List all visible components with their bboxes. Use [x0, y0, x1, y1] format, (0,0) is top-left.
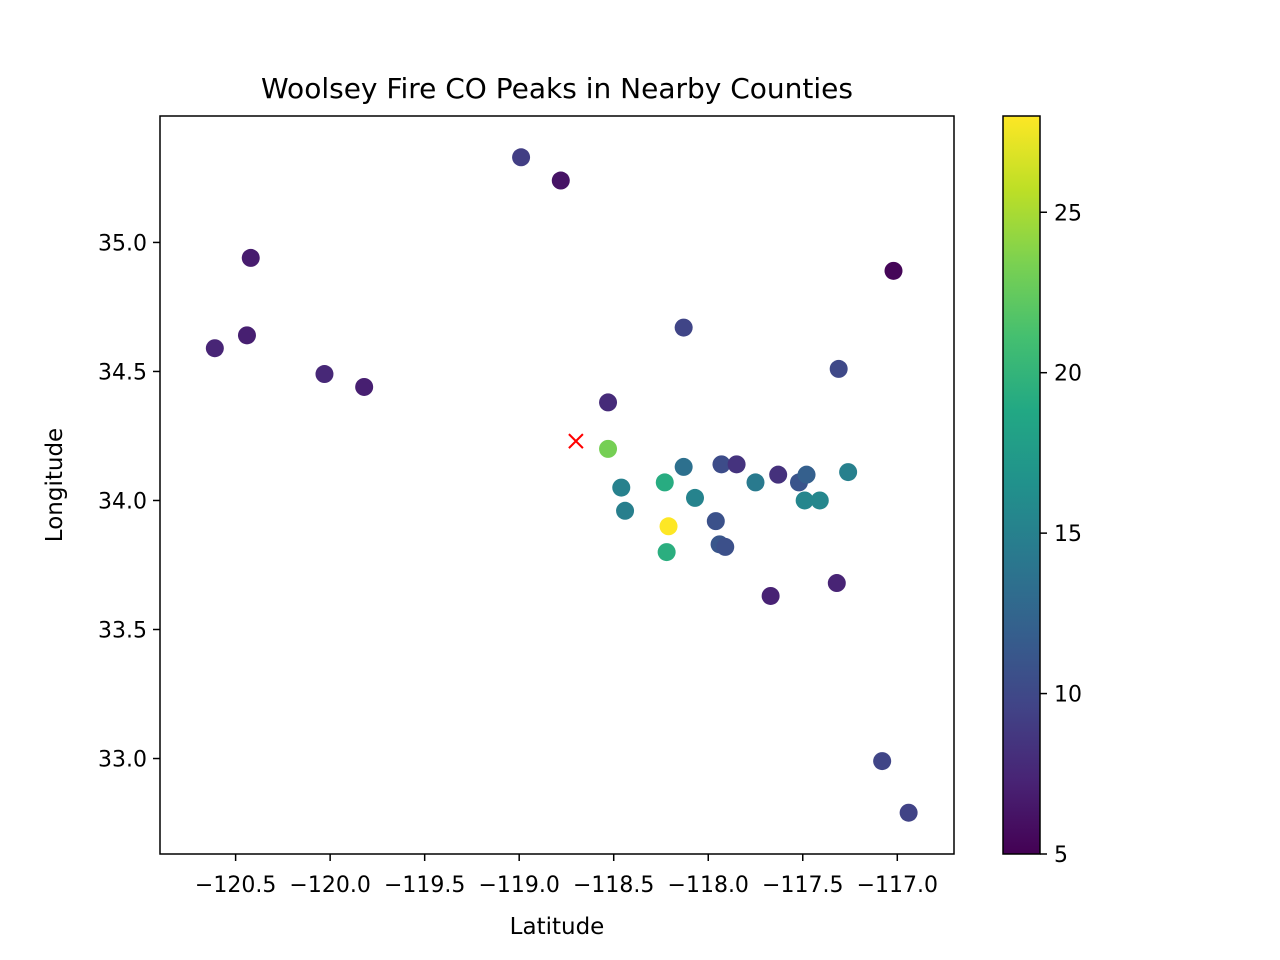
scatter-point-15: [712, 455, 731, 474]
x-tick-label: −120.0: [289, 873, 370, 898]
plot-area-frame: [159, 115, 955, 855]
scatter-point-7: [355, 377, 374, 396]
y-axis-label: Longitude: [42, 428, 68, 542]
scatter-point-16: [727, 455, 746, 474]
scatter-point-24: [795, 491, 814, 510]
colorbar-tick-label: 5: [1054, 843, 1068, 868]
scatter-point-1: [551, 171, 570, 190]
y-tick-label: 33.0: [98, 748, 147, 773]
colorbar-tick-label: 25: [1054, 201, 1082, 226]
chart-title: Woolsey Fire CO Peaks in Nearby Counties: [261, 72, 853, 105]
scatter-point-5: [237, 326, 256, 345]
x-tick-label: −118.5: [573, 873, 654, 898]
scatter-point-18: [746, 473, 765, 492]
scatter-point-22: [616, 501, 635, 520]
fire-origin-marker-stroke-b: [568, 433, 584, 449]
x-axis: −120.5 −120.0 −119.5 −119.0 −118.5 −118.0 −117…: [195, 854, 938, 898]
x-tick-label: −118.0: [668, 873, 749, 898]
scatter-point-20: [797, 465, 816, 484]
scatter-point-12: [612, 478, 631, 497]
scatter-point-32: [827, 574, 846, 593]
scatter-point-31: [761, 586, 780, 605]
x-tick-label: −117.5: [762, 873, 843, 898]
x-tick-label: −119.0: [478, 873, 559, 898]
scatter-point-8: [674, 318, 693, 337]
scatter-point-6: [315, 365, 334, 384]
scatter-point-30: [657, 543, 676, 562]
y-tick-label: 35.0: [98, 231, 147, 256]
colorbar-tick-label: 10: [1054, 683, 1082, 708]
x-tick-label: −119.5: [384, 873, 465, 898]
scatter-point-23: [686, 488, 705, 507]
scatter-point-2: [241, 248, 260, 267]
y-tick-label: 34.0: [98, 489, 147, 514]
scatter-point-26: [659, 517, 678, 536]
x-axis-label: Latitude: [510, 914, 605, 940]
scatter-point-29: [716, 537, 735, 556]
scatter-point-11: [599, 439, 618, 458]
scatter-point-9: [829, 359, 848, 378]
x-tick-label: −117.0: [857, 873, 938, 898]
colorbar-tick-label: 20: [1054, 362, 1082, 387]
points-layer: [205, 148, 918, 822]
fire-origin-marker: [568, 433, 584, 449]
scatter-point-14: [674, 457, 693, 476]
scatter-point-17: [769, 465, 788, 484]
marker-layer: [568, 433, 584, 449]
scatter-point-3: [884, 261, 903, 280]
scatter-point-0: [512, 148, 531, 167]
scatter-point-27: [706, 512, 725, 531]
scatter-point-25: [810, 491, 829, 510]
colorbar-axis: 5 10 15 20 25: [1040, 201, 1082, 868]
scatter-point-21: [839, 463, 858, 482]
scatter-point-33: [873, 752, 892, 771]
colorbar-tick-label: 15: [1054, 522, 1082, 547]
colorbar-gradient: [1003, 116, 1040, 854]
scatter-point-34: [899, 803, 918, 822]
scatter-point-13: [655, 473, 674, 492]
y-tick-label: 33.5: [98, 619, 147, 644]
colorbar-frame: [1002, 115, 1041, 855]
x-tick-label: −120.5: [195, 873, 276, 898]
scatter-point-10: [599, 393, 618, 412]
y-tick-label: 34.5: [98, 360, 147, 385]
scatter-point-4: [205, 339, 224, 358]
y-axis: 33.0 33.5 34.0 34.5 35.0: [98, 231, 160, 773]
